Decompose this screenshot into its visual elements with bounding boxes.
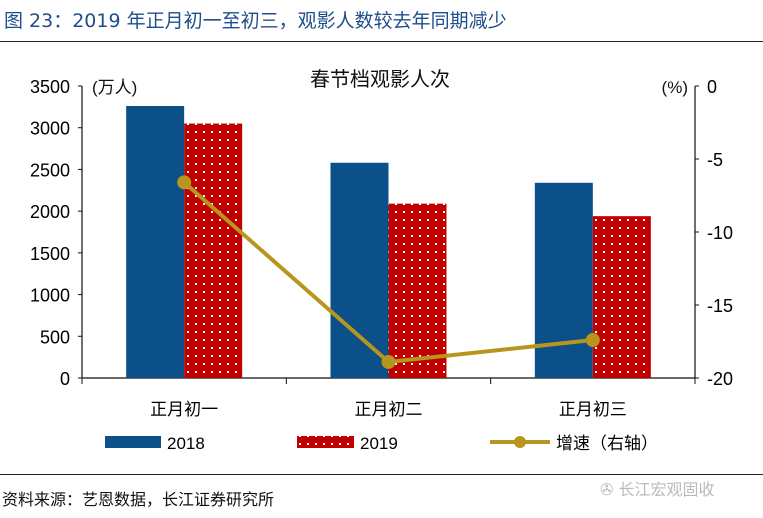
legend-swatch-2019	[297, 436, 354, 448]
legend-label-growth: 增速（右轴）	[556, 434, 658, 453]
left-tick-label: 2500	[30, 160, 70, 180]
bar-2018-正月初一	[126, 106, 185, 378]
watermark: ✇ 长江宏观固收	[600, 476, 715, 500]
bar-2019-正月初一	[184, 123, 243, 379]
left-tick-label: 1000	[30, 286, 70, 306]
left-tick-label: 3500	[30, 77, 70, 97]
x-tick-label: 正月初一	[150, 400, 218, 419]
legend-label-2019: 2019	[360, 434, 398, 453]
left-tick-label: 1500	[30, 244, 70, 264]
right-tick-label: -15	[707, 296, 733, 316]
left-tick-label: 0	[60, 369, 70, 389]
right-tick-label: -5	[707, 150, 723, 170]
legend-label-2018: 2018	[167, 434, 205, 453]
wechat-icon: ✇	[600, 480, 619, 499]
right-axis-label: (%)	[662, 78, 688, 97]
left-axis-label: (万人)	[92, 78, 137, 97]
left-tick-label: 3000	[30, 119, 70, 139]
right-tick-label: -10	[707, 223, 733, 243]
left-tick-label: 2000	[30, 202, 70, 222]
legend-swatch-2018	[105, 436, 161, 448]
right-tick-label: 0	[707, 77, 717, 97]
right-tick-label: -20	[707, 369, 733, 389]
chart-title: 春节档观影人次	[310, 68, 450, 91]
growth-point-正月初二	[381, 354, 396, 369]
title-divider	[0, 41, 763, 42]
growth-point-正月初三	[585, 333, 600, 348]
bar-2018-正月初三	[534, 182, 593, 378]
footer-divider	[0, 474, 763, 475]
bar-2019-正月初三	[592, 216, 651, 378]
left-tick-label: 500	[40, 327, 70, 347]
legend-marker-growth	[514, 436, 526, 448]
growth-point-正月初一	[177, 175, 192, 190]
x-tick-label: 正月初二	[355, 400, 423, 419]
chart: 春节档观影人次 (万人) (%) 0 500 1000 1500 2000 2500 300…	[30, 68, 733, 453]
figure-title: 图 23：2019 年正月初一至初三，观影人数较去年同期减少	[4, 10, 507, 32]
source-note: 资料来源：艺恩数据，长江证券研究所	[2, 490, 275, 509]
bar-2019-正月初二	[388, 203, 447, 378]
x-tick-label: 正月初三	[559, 400, 627, 419]
watermark-text: 长江宏观固收	[618, 480, 715, 499]
legend: 2018 2019 增速（右轴）	[105, 434, 658, 453]
bar-2018-正月初二	[330, 162, 389, 378]
